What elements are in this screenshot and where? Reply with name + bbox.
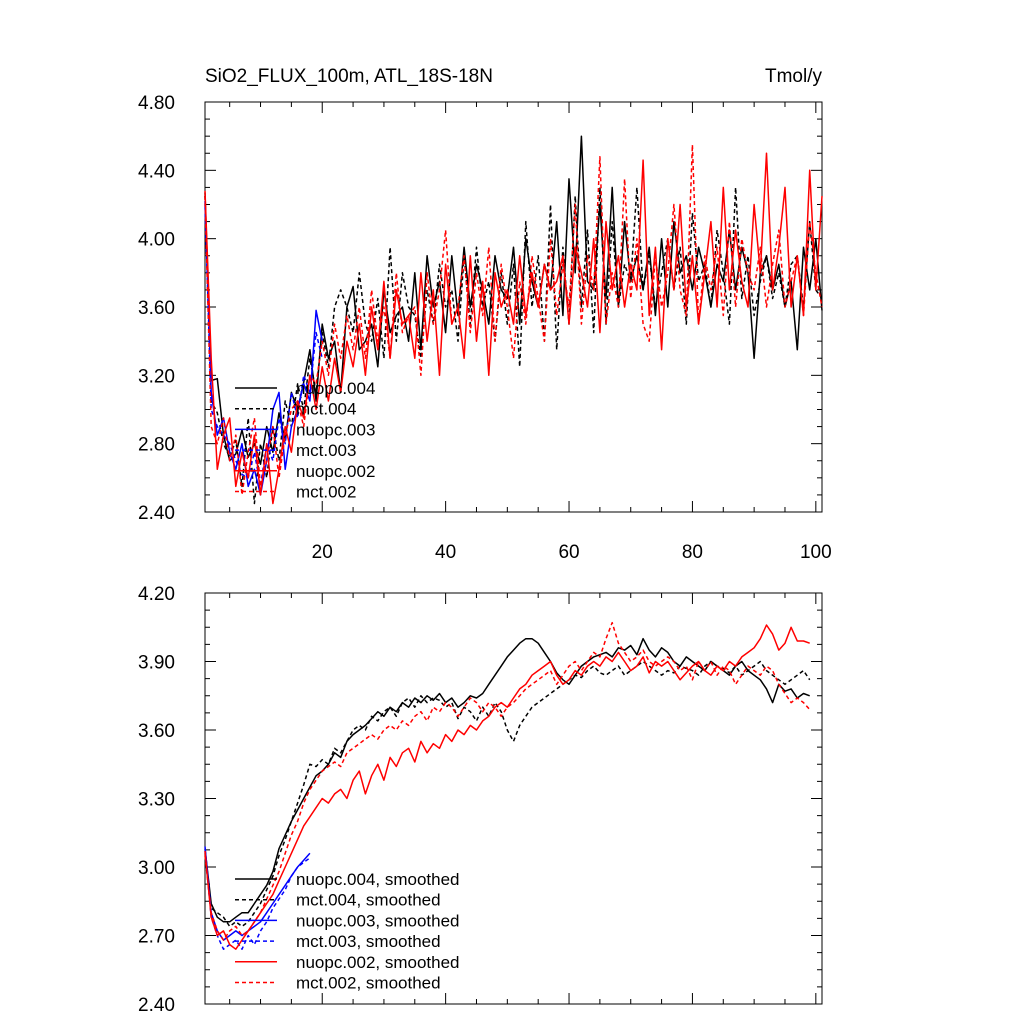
legend-label: nuopc.004 <box>296 379 375 398</box>
y-tick-label: 2.80 <box>138 435 175 456</box>
y-tick-label: 3.00 <box>138 858 175 879</box>
y-tick-label: 3.20 <box>138 366 175 387</box>
y-tick-label: 2.40 <box>138 503 175 524</box>
legend-label: nuopc.003 <box>296 420 375 439</box>
x-tick-label: 40 <box>435 542 456 563</box>
x-tick-label: 60 <box>558 542 579 563</box>
raw-flux-panel: SiO2_FLUX_100m, ATL_18S-18N Tmol/y 2.40 2… <box>138 66 832 563</box>
series-line-nuopc-002-smoothed <box>204 624 810 950</box>
series-line-mct-003 <box>204 201 323 488</box>
series-line-mct-002-smoothed <box>204 621 811 941</box>
y-tick-label: 4.20 <box>138 584 175 605</box>
y-tick-label: 4.40 <box>138 161 175 182</box>
legend-label: mct.003, smoothed <box>296 932 441 951</box>
x-tick-label: 80 <box>682 542 703 563</box>
legend-label: nuopc.002 <box>296 462 375 481</box>
y-tick-label: 3.60 <box>138 721 175 742</box>
panel-title-left: SiO2_FLUX_100m, ATL_18S-18N <box>205 66 493 87</box>
y-tick-label: 4.80 <box>138 93 175 114</box>
legend-label: nuopc.003, smoothed <box>296 911 460 930</box>
legend-label: mct.002 <box>296 483 356 502</box>
legend-label: nuopc.002, smoothed <box>296 953 460 972</box>
y-tick-label: 2.70 <box>138 927 175 948</box>
series-line-nuopc-003-smoothed <box>204 846 311 941</box>
y-tick-label: 2.40 <box>138 995 175 1016</box>
legend-label: mct.004 <box>296 400 356 419</box>
smoothed-flux-panel: 2.40 2.70 3.00 3.30 3.60 3.90 4.20 nuopc.004, s… <box>138 584 823 1016</box>
legend-label: mct.004, smoothed <box>296 891 441 910</box>
panel-title-right: Tmol/y <box>765 66 823 87</box>
y-tick-label: 4.00 <box>138 230 175 251</box>
legend-label: mct.002, smoothed <box>296 974 441 993</box>
x-tick-label: 20 <box>312 542 333 563</box>
y-tick-label: 3.30 <box>138 790 175 811</box>
y-tick-label: 3.90 <box>138 653 175 674</box>
legend-label: mct.003 <box>296 441 356 460</box>
series-line-mct-004 <box>204 186 823 505</box>
legend-label: nuopc.004, smoothed <box>296 870 460 889</box>
x-tick-label: 100 <box>800 542 832 563</box>
series-line-mct-003-smoothed <box>204 850 311 950</box>
y-tick-label: 3.60 <box>138 298 175 319</box>
series-line-mct-004-smoothed <box>204 660 811 928</box>
